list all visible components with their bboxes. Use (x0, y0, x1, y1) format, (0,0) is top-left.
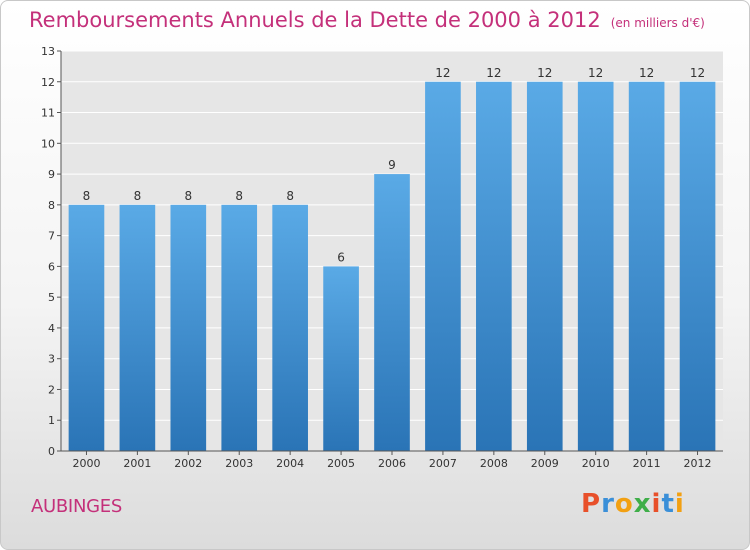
bar-value-label: 9 (388, 158, 396, 172)
logo-letter: i (674, 489, 685, 519)
chart-title: Remboursements Annuels de la Dette de 20… (29, 8, 705, 32)
bar-value-label: 12 (537, 66, 552, 80)
x-tick-label: 2000 (72, 457, 100, 470)
bar-value-label: 8 (235, 189, 243, 203)
y-tick-label: 12 (41, 76, 55, 89)
bar-2010 (577, 81, 614, 452)
y-tick-label: 9 (48, 168, 55, 181)
logo-letter: i (651, 489, 662, 519)
x-tick-label: 2011 (633, 457, 661, 470)
y-tick-label: 1 (48, 414, 55, 427)
bar-value-label: 6 (337, 250, 345, 264)
bar-2003 (221, 204, 258, 451)
bar-2006 (374, 174, 410, 452)
bar-value-label: 8 (286, 189, 294, 203)
logo-letter: x (633, 489, 652, 519)
bar-2001 (119, 204, 156, 451)
x-tick-label: 2002 (174, 457, 202, 470)
bar-2009 (526, 81, 563, 452)
y-tick-label: 7 (48, 230, 55, 243)
proxiti-logo: Proxiti (581, 489, 685, 519)
bar-value-label: 12 (435, 66, 450, 80)
bar-2007 (425, 81, 461, 452)
bar-value-label: 12 (588, 66, 603, 80)
bar-2012 (679, 81, 716, 452)
y-tick-label: 2 (48, 383, 55, 396)
x-tick-label: 2004 (276, 457, 304, 470)
x-tick-label: 2012 (684, 457, 712, 470)
y-tick-label: 11 (41, 107, 55, 120)
y-tick-label: 5 (48, 291, 55, 304)
commune-name: AUBINGES (31, 496, 122, 517)
x-tick-label: 2010 (582, 457, 610, 470)
x-tick-label: 2001 (123, 457, 151, 470)
y-tick-label: 3 (48, 353, 55, 366)
logo-letter: P (581, 489, 602, 519)
y-tick-label: 13 (41, 45, 55, 58)
bar-2005 (323, 266, 359, 451)
bar-value-label: 8 (134, 189, 142, 203)
y-tick-label: 6 (48, 260, 55, 273)
logo-letter: r (601, 489, 615, 519)
chart-unit: (en milliers d'€) (610, 16, 705, 30)
y-tick-label: 0 (48, 445, 55, 458)
logo-letter: o (614, 489, 634, 519)
bar-value-label: 12 (690, 66, 705, 80)
bar-2000 (68, 204, 105, 451)
bar-2008 (476, 81, 512, 452)
x-tick-label: 2006 (378, 457, 406, 470)
bar-value-label: 8 (184, 189, 192, 203)
x-tick-label: 2003 (225, 457, 253, 470)
bar-2011 (628, 81, 665, 452)
bars: 8 8 8 8 8 6 9 12 12 12 12 12 12 (68, 66, 716, 452)
bar-2004 (272, 204, 308, 451)
x-tick-label: 2008 (480, 457, 508, 470)
y-tick-label: 10 (41, 137, 55, 150)
x-tick-label: 2005 (327, 457, 355, 470)
logo-letter: t (661, 489, 675, 519)
y-tick-label: 4 (48, 322, 55, 335)
bar-value-label: 8 (83, 189, 91, 203)
y-tick-label: 8 (48, 199, 55, 212)
bar-2002 (170, 204, 207, 451)
x-tick-label: 2009 (531, 457, 559, 470)
bar-value-label: 12 (639, 66, 654, 80)
x-tick-label: 2007 (429, 457, 457, 470)
bar-value-label: 12 (486, 66, 501, 80)
